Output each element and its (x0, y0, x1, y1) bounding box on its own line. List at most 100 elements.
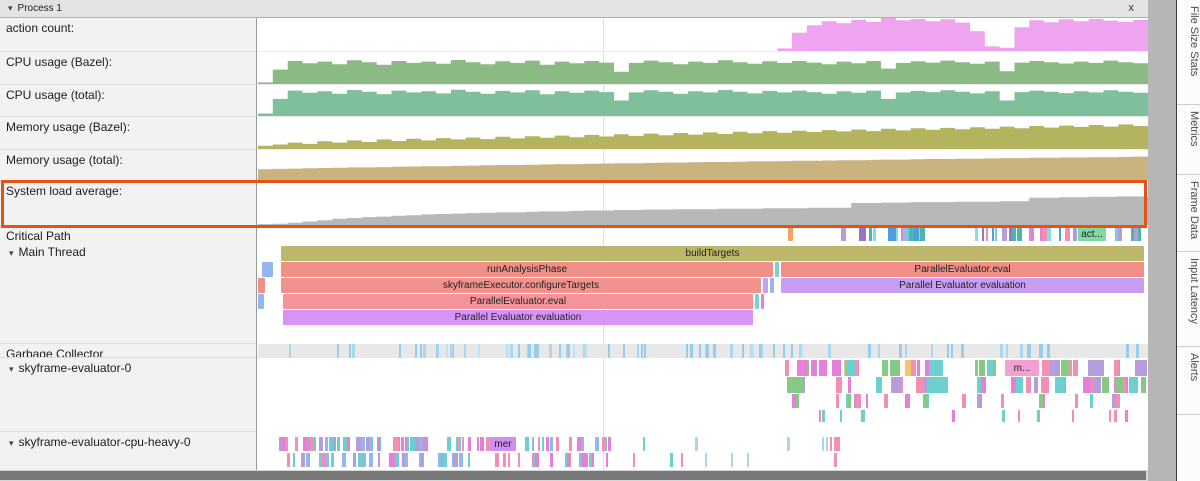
trace-event-tick[interactable] (456, 437, 459, 451)
trace-event-tick[interactable] (1118, 227, 1123, 241)
trace-event-tick[interactable] (581, 453, 585, 467)
trace-event-tick[interactable] (1093, 377, 1102, 393)
skyframe-evaluator-0-row-2[interactable] (258, 377, 1148, 393)
trace-event-tick[interactable] (467, 453, 471, 467)
trace-event-tick[interactable] (509, 344, 513, 358)
trace-slice-parallelevaluator-eval[interactable]: ParallelEvaluator.eval (283, 294, 753, 309)
main-thread-flame-level-1[interactable]: runAnalysisPhase ParallelEvaluator.eval (258, 262, 1148, 277)
trace-event-tick[interactable] (833, 453, 837, 467)
trace-event-tick[interactable] (981, 377, 986, 393)
trace-event-tick[interactable] (517, 344, 521, 358)
trace-event-tick[interactable] (528, 344, 532, 358)
trace-event-tick[interactable] (447, 437, 452, 451)
trace-event-tick[interactable] (786, 377, 792, 393)
trace-slice-mer[interactable]: mer (490, 437, 516, 451)
trace-event-tick[interactable] (536, 344, 539, 358)
trace-event-tick[interactable] (458, 453, 464, 467)
trace-event-tick[interactable] (306, 453, 311, 467)
collapse-arrow-icon[interactable]: ▾ (8, 3, 13, 13)
trace-event-tick[interactable] (985, 227, 988, 241)
trace-event-tick[interactable] (558, 344, 562, 358)
trace-event-tick[interactable] (326, 453, 329, 467)
trace-event-tick[interactable] (1028, 344, 1032, 358)
trace-event-tick[interactable] (541, 437, 544, 451)
trace-event-tick[interactable] (873, 227, 877, 241)
trace-event-tick[interactable] (289, 344, 292, 358)
trace-event-tick[interactable] (378, 453, 381, 467)
trace-event-tick[interactable] (1130, 227, 1135, 241)
trace-event-tick[interactable] (376, 437, 381, 451)
trace-event-tick[interactable] (295, 437, 298, 451)
trace-event-tick[interactable] (578, 437, 582, 451)
label-skyframe-evaluator-0[interactable]: ▾ skyframe-evaluator-0 (0, 358, 256, 432)
trace-event-tick[interactable] (479, 437, 484, 451)
skyframe-evaluator-0-row-4[interactable] (258, 410, 1148, 422)
trace-event-tick[interactable] (982, 227, 985, 241)
trace-event-tick[interactable] (927, 377, 940, 393)
critical-path-track[interactable]: act... (258, 227, 1148, 241)
trace-event-tick[interactable] (458, 437, 461, 451)
trace-event-tick[interactable] (895, 227, 899, 241)
trace-slice-buildtargets[interactable]: buildTargets (281, 246, 1144, 261)
trace-event-tick[interactable] (420, 453, 424, 467)
trace-event-tick[interactable] (888, 227, 894, 241)
trace-event-tick[interactable] (1012, 227, 1017, 241)
counter-track-memory-usage-bazel[interactable] (258, 117, 1148, 150)
trace-event-tick[interactable] (792, 377, 803, 393)
trace-event-tick[interactable] (418, 453, 423, 467)
trace-event-tick[interactable] (904, 344, 907, 358)
trace-event-tick[interactable] (462, 437, 465, 451)
tab-alerts[interactable]: Alerts (1177, 347, 1200, 415)
tab-file-size-stats[interactable]: File Size Stats (1177, 0, 1200, 105)
trace-event-tick[interactable] (860, 227, 866, 241)
trace-event-tick[interactable] (979, 360, 985, 376)
trace-event-tick[interactable] (705, 453, 708, 467)
trace-event-tick[interactable] (1026, 344, 1030, 358)
trace-event-tick[interactable] (393, 453, 397, 467)
trace-event-tick[interactable] (1141, 377, 1147, 393)
trace-event-tick[interactable] (1010, 377, 1019, 393)
trace-event-tick[interactable] (584, 453, 589, 467)
trace-event-tick[interactable] (914, 227, 920, 241)
trace-event-tick[interactable] (601, 437, 606, 451)
trace-event-tick[interactable] (405, 437, 408, 451)
trace-event-tick[interactable] (1115, 394, 1120, 408)
trace-event-tick[interactable] (866, 394, 868, 408)
trace-event-tick[interactable] (450, 344, 454, 358)
trace-event-tick[interactable] (503, 453, 507, 467)
tab-frame-data[interactable]: Frame Data (1177, 175, 1200, 252)
trace-event-tick[interactable] (394, 453, 400, 467)
trace-event-tick[interactable] (1128, 377, 1138, 393)
trace-event-tick[interactable] (867, 344, 871, 358)
trace-event-tick[interactable] (889, 360, 901, 376)
trace-event-tick[interactable] (525, 437, 530, 451)
trace-event-tick[interactable] (705, 344, 709, 358)
trace-event-tick[interactable] (545, 437, 549, 451)
trace-event-tick[interactable] (353, 453, 357, 467)
trace-event-tick[interactable] (1089, 394, 1094, 408)
trace-event-tick[interactable] (991, 227, 995, 241)
trace-event-tick[interactable] (1135, 360, 1143, 376)
trace-event-tick[interactable] (992, 360, 997, 376)
counter-track-memory-usage-total[interactable] (258, 150, 1148, 181)
trace-event-tick[interactable] (1002, 410, 1006, 422)
trace-event-tick[interactable] (1041, 394, 1046, 408)
trace-event-tick[interactable] (751, 344, 754, 358)
trace-event-tick[interactable] (902, 227, 909, 241)
trace-slice[interactable] (770, 278, 774, 293)
trace-event-tick[interactable] (818, 410, 822, 422)
trace-event-tick[interactable] (1054, 377, 1065, 393)
main-thread-flame-level-4[interactable]: Parallel Evaluator evaluation (258, 310, 1148, 325)
trace-slice-act[interactable]: act... (1078, 227, 1106, 241)
trace-event-tick[interactable] (1036, 410, 1040, 422)
trace-event-tick[interactable] (322, 453, 326, 467)
trace-slice[interactable] (761, 294, 764, 309)
trace-event-tick[interactable] (352, 344, 355, 358)
trace-event-tick[interactable] (1113, 410, 1118, 422)
trace-event-tick[interactable] (974, 227, 978, 241)
trace-event-tick[interactable] (436, 344, 440, 358)
trace-event-tick[interactable] (1115, 227, 1119, 241)
trace-event-tick[interactable] (845, 360, 857, 376)
collapse-arrow-icon[interactable]: ▾ (9, 248, 14, 258)
trace-slice[interactable] (755, 294, 759, 309)
